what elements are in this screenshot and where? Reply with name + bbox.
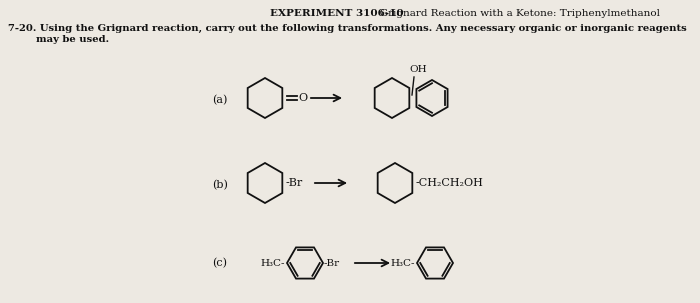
- Text: -Br: -Br: [286, 178, 303, 188]
- Text: -Br: -Br: [324, 258, 340, 268]
- Text: (c): (c): [212, 258, 227, 268]
- Text: (b): (b): [212, 180, 228, 190]
- Text: OH: OH: [409, 65, 426, 74]
- Text: -CH₂CH₂OH: -CH₂CH₂OH: [416, 178, 484, 188]
- Text: H₃C-: H₃C-: [391, 258, 415, 268]
- Text: (a): (a): [212, 95, 228, 105]
- Text: 7-20. Using the Grignard reaction, carry out the following transformations. Any : 7-20. Using the Grignard reaction, carry…: [8, 24, 687, 33]
- Text: H₃C-: H₃C-: [260, 258, 285, 268]
- Text: may be used.: may be used.: [8, 35, 109, 44]
- Text: EXPERIMENT 3106-10: EXPERIMENT 3106-10: [270, 9, 404, 18]
- Text: Grignard Reaction with a Ketone: Triphenylmethanol: Grignard Reaction with a Ketone: Triphen…: [370, 9, 660, 18]
- Text: O: O: [298, 93, 307, 103]
